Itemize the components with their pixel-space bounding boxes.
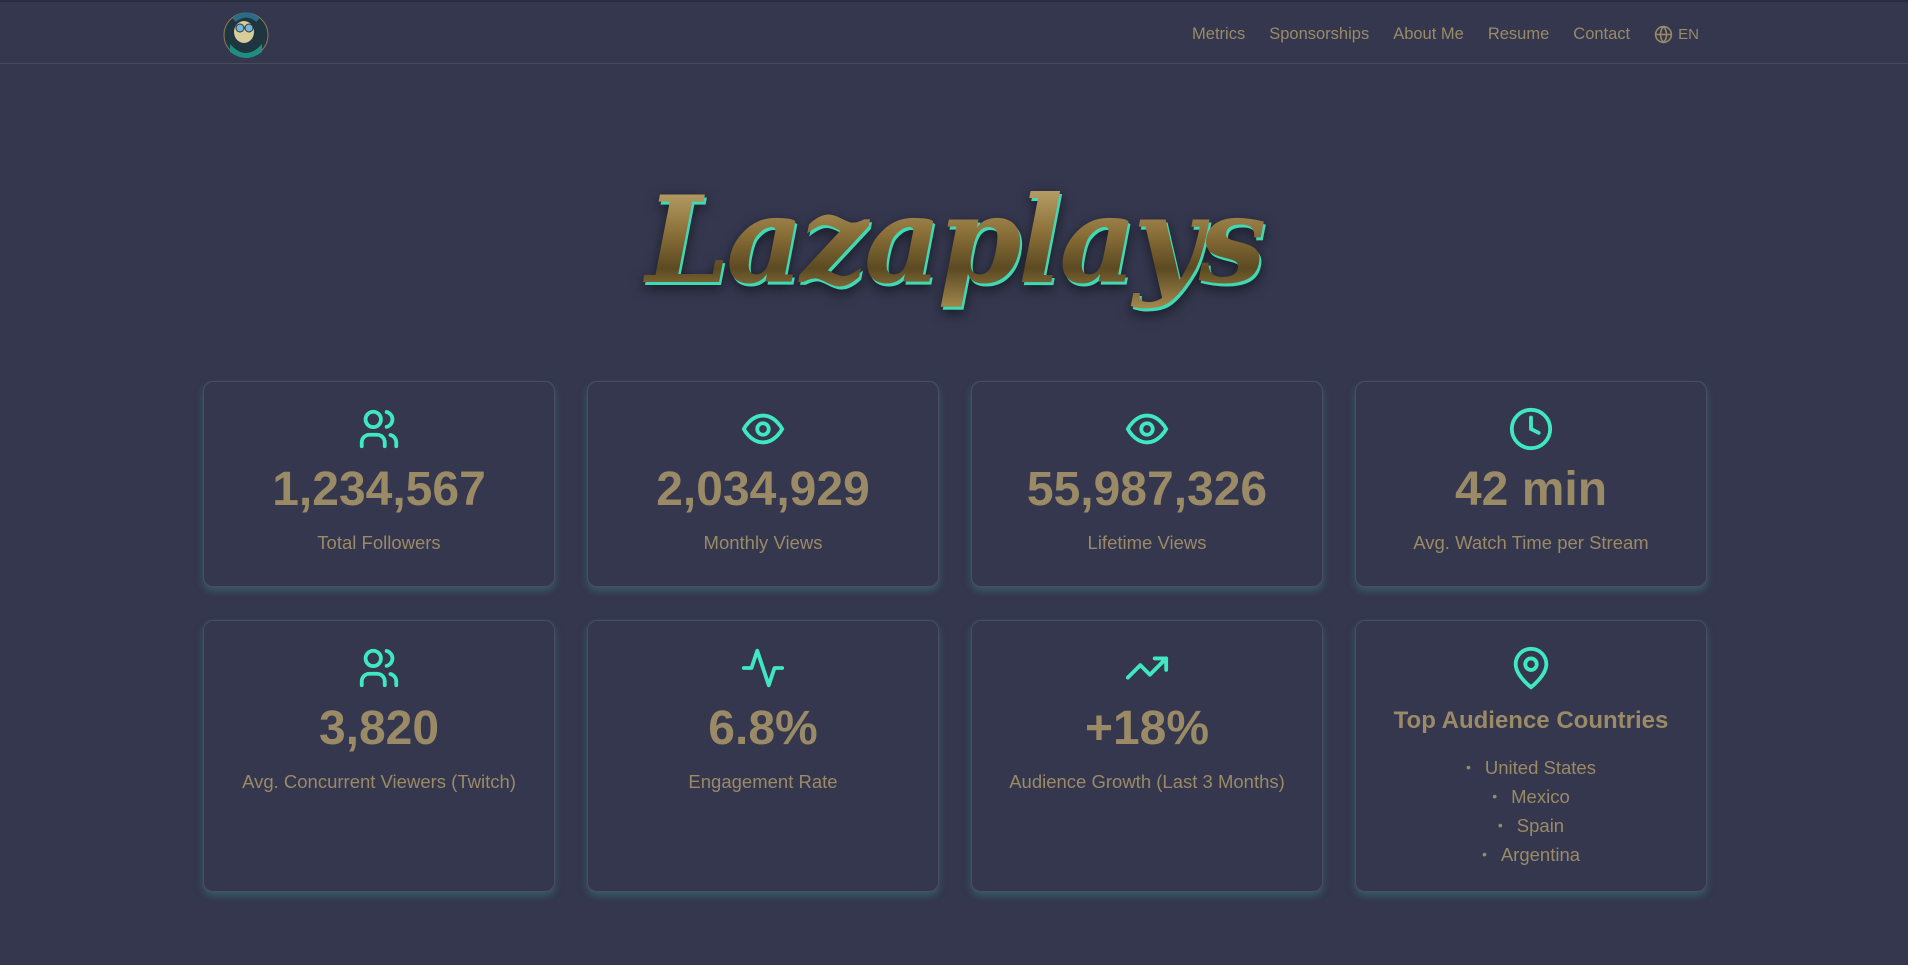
top-navbar: Metrics Sponsorships About Me Resume Con… [0, 0, 1908, 64]
language-label: EN [1678, 25, 1699, 43]
nav-metrics[interactable]: Metrics [1192, 24, 1246, 43]
users-icon [359, 409, 399, 449]
globe-icon [1654, 25, 1673, 43]
country-item: Argentina [1356, 840, 1706, 869]
metric-label: Total Followers [317, 532, 441, 553]
trending-up-icon [1125, 656, 1169, 680]
metric-label: Engagement Rate [688, 771, 838, 792]
nav-sponsorships[interactable]: Sponsorships [1269, 24, 1370, 43]
logo-avatar[interactable] [216, 4, 276, 64]
hero-title-logo: Lazaplays [0, 170, 1908, 311]
country-item: Mexico [1356, 782, 1706, 811]
language-switcher[interactable]: EN [1654, 25, 1699, 44]
countries-list: United States Mexico Spain Argentina [1356, 753, 1706, 869]
metric-card-total-followers: 1,234,567 Total Followers [203, 381, 555, 587]
metric-label: Monthly Views [703, 532, 823, 553]
map-pin-icon [1513, 647, 1549, 690]
metric-label: Avg. Watch Time per Stream [1413, 532, 1649, 553]
metric-card-engagement-rate: 6.8% Engagement Rate [587, 620, 939, 892]
nav-contact[interactable]: Contact [1573, 24, 1631, 43]
eye-icon [741, 413, 785, 445]
top-audience-countries-card: Top Audience Countries United States Mex… [1355, 620, 1707, 892]
nav-about-me[interactable]: About Me [1393, 24, 1464, 43]
country-item: United States [1356, 753, 1706, 782]
countries-title: Top Audience Countries [1393, 707, 1669, 734]
metric-card-avg-watch-time: 42 min Avg. Watch Time per Stream [1355, 381, 1707, 587]
nav-resume[interactable]: Resume [1487, 24, 1550, 43]
metric-value: 6.8% [708, 702, 818, 755]
metric-value: 3,820 [318, 702, 440, 755]
metric-value: 2,034,929 [656, 463, 870, 516]
metric-value: 55,987,326 [1026, 463, 1268, 516]
metric-label: Avg. Concurrent Viewers (Twitch) [242, 771, 516, 792]
metric-card-lifetime-views: 55,987,326 Lifetime Views [971, 381, 1323, 587]
activity-icon [741, 648, 785, 688]
metric-value: +18% [1084, 702, 1210, 755]
metric-card-monthly-views: 2,034,929 Monthly Views [587, 381, 939, 587]
nav-links: Metrics Sponsorships About Me Resume Con… [1192, 2, 1699, 66]
metric-value: 42 min [1454, 463, 1608, 516]
metric-label: Lifetime Views [1087, 532, 1207, 553]
metric-card-audience-growth: +18% Audience Growth (Last 3 Months) [971, 620, 1323, 892]
metric-card-concurrent-viewers: 3,820 Avg. Concurrent Viewers (Twitch) [203, 620, 555, 892]
country-item: Spain [1356, 811, 1706, 840]
eye-icon [1125, 413, 1169, 445]
clock-icon [1509, 407, 1553, 451]
metric-label: Audience Growth (Last 3 Months) [1009, 771, 1285, 792]
metric-value: 1,234,567 [272, 463, 486, 516]
users-icon [359, 648, 399, 688]
